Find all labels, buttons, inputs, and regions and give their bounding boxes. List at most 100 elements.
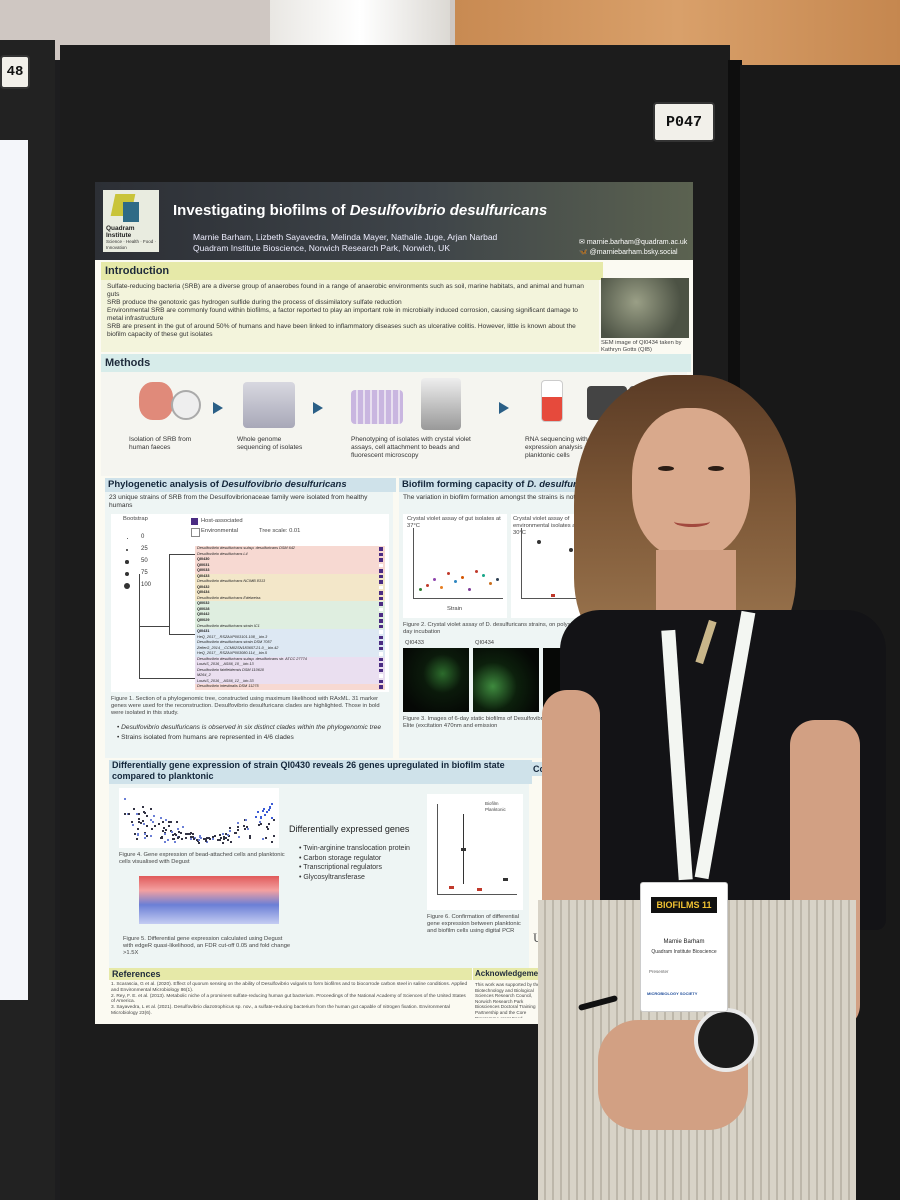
data-point <box>447 572 450 575</box>
tree-leaf-label: Desulfovibrio desulfuricans NCIMB 8313 <box>197 579 266 584</box>
quadram-logo: Quadram Institute Science · Health · Foo… <box>103 190 159 252</box>
booth-number: P047 <box>653 102 715 142</box>
tree-leaf-label: Desulfovibrio fairfieldensis DSM 110610 <box>197 667 265 672</box>
volcano-point <box>161 821 164 824</box>
host-marker <box>379 668 383 673</box>
volcano-point <box>224 833 227 836</box>
gene-list: • Twin-arginine translocation protein • … <box>299 844 410 882</box>
volcano-point <box>229 830 232 833</box>
title-species: Desulfovibrio desulfuricans <box>349 202 548 219</box>
host-marker <box>379 558 383 562</box>
poster-header: Quadram Institute Science · Health · Foo… <box>95 182 693 260</box>
tree-leaf-label: QI0033 <box>197 568 210 573</box>
badge-role: Presenter <box>649 969 669 974</box>
y-axis <box>413 528 414 598</box>
volcano-point <box>196 839 199 842</box>
chart1-xlabel: Strain <box>447 606 463 612</box>
volcano-point <box>220 836 223 839</box>
host-marker <box>379 596 383 601</box>
volcano-point <box>143 811 146 814</box>
tree-leaf-label: QI0032 <box>197 601 210 606</box>
volcano-point <box>259 816 262 819</box>
bootstrap-dot-icon <box>126 537 128 539</box>
host-marker <box>379 602 383 606</box>
volcano-point <box>266 825 269 828</box>
host-marker <box>379 635 383 640</box>
badge-name: Marnie Barham <box>663 939 705 945</box>
tree-leaf: Desulfovibrio desulfuricans strain DSM 7… <box>195 640 385 646</box>
data-point <box>433 578 436 581</box>
bootstrap-dot-icon <box>124 571 130 577</box>
host-marker <box>379 569 383 573</box>
volcano-point <box>212 838 215 841</box>
volcano-point <box>184 837 187 840</box>
data-point <box>454 580 457 583</box>
reference-item: 3. Sayavedra, L et al. (2021). Desulfovi… <box>111 1005 450 1016</box>
reference-item: 1. Scarascia, G et al. (2020). Effect of… <box>111 982 468 993</box>
volcano-point <box>238 835 241 838</box>
volcano-point <box>258 823 261 826</box>
volcano-plot <box>119 788 279 848</box>
data-point <box>468 588 471 591</box>
arrow-icon <box>213 402 223 414</box>
host-marker <box>379 663 383 667</box>
affiliation: Quadram Institute Bioscience, Norwich Re… <box>193 243 450 253</box>
intro-bullet: SRB are present in the gut of around 50%… <box>107 323 576 338</box>
tree-leaf-label: HeQ_2017__RSZAXP003101.108__bin.3 <box>197 634 268 639</box>
bootstrap-value: 25 <box>141 546 148 552</box>
email-text: marnie.barham@quadram.ac.uk <box>586 239 688 246</box>
volcano-point <box>154 824 157 827</box>
volcano-point <box>124 797 127 800</box>
host-marker <box>379 547 383 551</box>
figure-6-caption: Figure 6. Confirmation of differential g… <box>427 914 521 934</box>
volcano-point <box>233 832 236 835</box>
contact-handle-1: 🦋 @marniebarham.bsky.social <box>579 248 678 256</box>
x-axis <box>521 598 587 599</box>
tree-leaf-label: HeQ_2017__RSZAXP003080.114__bin.5 <box>197 651 268 656</box>
volcano-point <box>171 838 174 841</box>
volcano-point <box>176 836 179 839</box>
environmental-swatch <box>191 528 200 537</box>
bootstrap-dot-icon <box>123 582 131 590</box>
references-heading: References <box>109 968 472 980</box>
method-step: Isolation of SRB from human faeces <box>129 436 192 451</box>
logo-mark-blue <box>123 202 139 222</box>
volcano-point <box>179 832 182 835</box>
dpcr-chart: Biofilm Planktonic <box>427 794 523 910</box>
title-text: Investigating biofilms of <box>173 202 350 219</box>
host-marker <box>379 580 383 584</box>
volcano-point <box>162 826 165 829</box>
acknowledgements-heading: Acknowledgemen <box>473 968 545 980</box>
host-marker <box>379 591 383 595</box>
volcano-point <box>149 808 152 811</box>
tree-leaf: QI0433 <box>195 573 385 580</box>
volcano-point <box>188 832 191 835</box>
volcano-point <box>168 821 171 824</box>
gene-text: Carbon storage regulator <box>303 854 382 862</box>
host-marker <box>379 574 383 579</box>
host-marker <box>379 674 383 678</box>
introduction-panel: Sulfate-reducing bacteria (SRB) are a di… <box>101 280 599 352</box>
tree-leaf-label: LouisS_2016__AS66_12__bin.33 <box>197 678 254 683</box>
host-marker <box>379 613 383 617</box>
tree-leaf: M264_2 <box>195 673 385 679</box>
tree-leaf: Desulfovibrio desulfuricans strain IC1 <box>195 623 385 630</box>
tree-leaf: QI0033 <box>195 568 385 574</box>
arrow-icon <box>313 402 323 414</box>
chart6-legend: Planktonic <box>485 807 506 812</box>
volcano-point <box>206 840 209 843</box>
volcano-point <box>124 812 127 815</box>
host-marker <box>379 652 383 656</box>
volcano-point <box>151 820 154 823</box>
volcano-point <box>192 832 195 835</box>
volcano-point <box>150 819 153 822</box>
volcano-point <box>221 833 224 836</box>
volcano-point <box>222 836 225 839</box>
tree-leaf: QI0029 <box>195 618 385 624</box>
introduction-bullets: Sulfate-reducing bacteria (SRB) are a di… <box>101 280 599 342</box>
volcano-point <box>176 821 179 824</box>
volcano-point <box>163 840 166 843</box>
volcano-point <box>142 820 145 823</box>
volcano-point <box>165 829 168 832</box>
bootstrap-legend: 0 25 50 75 100 <box>119 526 169 606</box>
